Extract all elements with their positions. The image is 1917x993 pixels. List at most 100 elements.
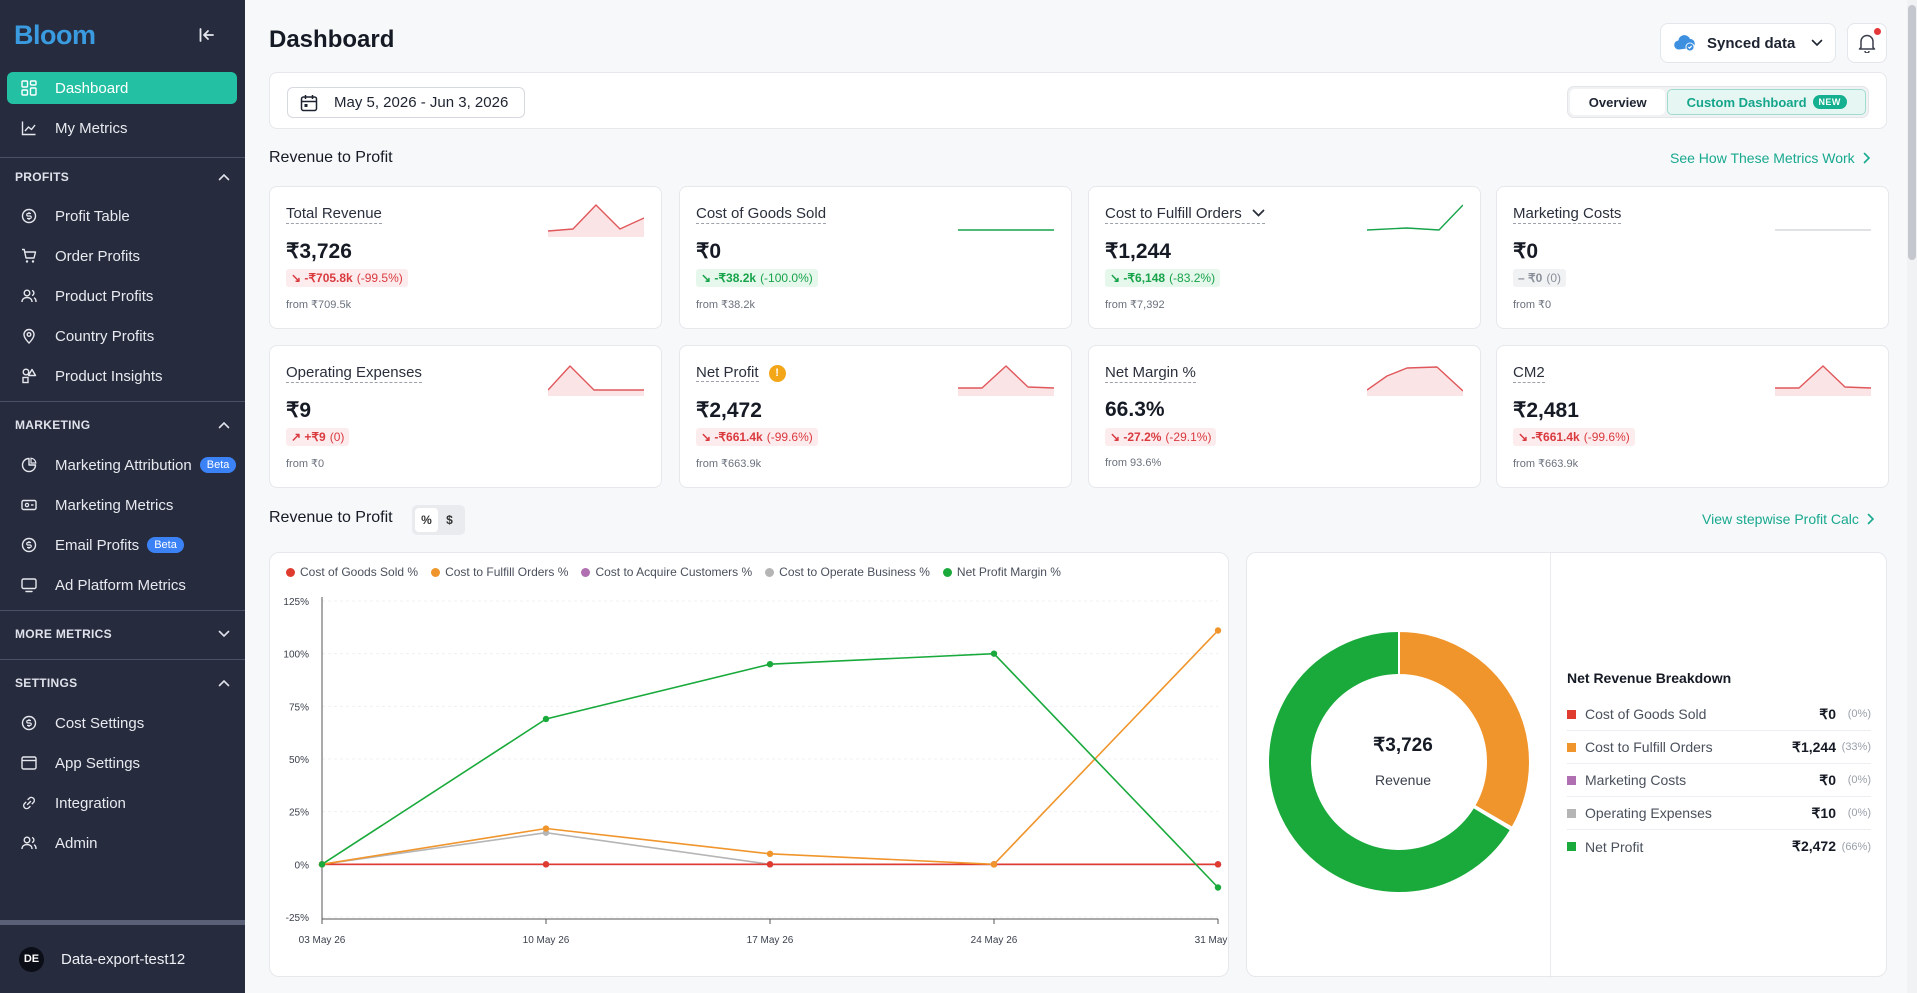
avatar: DE <box>19 946 44 972</box>
data-point[interactable] <box>542 861 550 868</box>
metric-card[interactable]: Marketing Costs ₹0 – ₹0 (0) from ₹0 <box>1496 186 1889 329</box>
metric-card-title[interactable]: Operating Expenses <box>286 364 422 383</box>
section-header-more-metrics[interactable]: MORE METRICS <box>15 624 230 644</box>
data-point[interactable] <box>1214 861 1222 868</box>
browser-window-icon <box>21 756 37 770</box>
metric-card[interactable]: Total Revenue ₹3,726 ↘ -₹705.8k (-99.5%) fro… <box>269 186 662 329</box>
legend-swatch <box>581 567 591 577</box>
breakdown-label: Cost to Fulfill Orders <box>1585 739 1713 755</box>
notifications-button[interactable] <box>1847 23 1887 63</box>
legend-item[interactable]: Cost to Fulfill Orders % <box>431 565 568 579</box>
unit-percent-button[interactable]: % <box>415 508 438 532</box>
metric-card-title[interactable]: Net Margin % <box>1105 364 1196 383</box>
data-point[interactable] <box>766 850 774 857</box>
metric-value: ₹9 <box>286 399 312 422</box>
sidebar-item-admin[interactable]: Admin <box>7 827 237 859</box>
data-point[interactable] <box>1214 884 1222 891</box>
data-point[interactable] <box>766 861 774 868</box>
date-range-picker[interactable]: May 5, 2026 - Jun 3, 2026 <box>287 87 525 118</box>
scrollbar-thumb[interactable] <box>1908 5 1916 260</box>
legend-item[interactable]: Cost to Operate Business % <box>765 565 930 579</box>
metric-title-text: Total Revenue <box>286 205 382 222</box>
sidebar-item-country-profits[interactable]: Country Profits <box>7 320 237 352</box>
view-stepwise-profit-calc-link[interactable]: View stepwise Profit Calc <box>1702 511 1874 527</box>
sparkline-line <box>1367 204 1463 231</box>
sidebar-item-label: Profit Table <box>55 207 130 225</box>
bloom-logo[interactable]: Bloom <box>14 20 96 50</box>
sidebar-item-email-profits[interactable]: Email Profits Beta <box>7 529 237 561</box>
user-account[interactable]: DE Data-export-test12 <box>0 920 245 993</box>
see-how-metrics-work-link[interactable]: See How These Metrics Work <box>1670 150 1870 166</box>
view-toggle: Overview Custom Dashboard NEW <box>1567 86 1869 118</box>
metric-card[interactable]: Operating Expenses ₹9 ↗ +₹9 (0) from ₹0 <box>269 345 662 488</box>
legend-item[interactable]: Cost to Acquire Customers % <box>581 565 752 579</box>
link-icon <box>23 796 35 810</box>
data-point[interactable] <box>318 861 326 868</box>
sidebar-item-order-profits[interactable]: Order Profits <box>7 240 237 272</box>
sidebar-item-marketing-attribution[interactable]: Marketing Attribution Beta <box>7 449 237 481</box>
data-point[interactable] <box>1214 627 1222 634</box>
delta-value: ↘ -₹661.4k <box>1518 430 1580 444</box>
metric-delta-badge: ↘ -₹38.2k (-100.0%) <box>696 269 818 287</box>
metric-card[interactable]: Net Profit! ₹2,472 ↘ -₹661.4k (-99.6%) from … <box>679 345 1072 488</box>
metric-card[interactable]: CM2 ₹2,481 ↘ -₹661.4k (-99.6%) from ₹663.9k <box>1496 345 1889 488</box>
delta-percent: (-83.2%) <box>1169 271 1216 285</box>
sparkline <box>958 365 1054 396</box>
data-point[interactable] <box>542 715 550 723</box>
tab-custom-dashboard[interactable]: Custom Dashboard NEW <box>1667 89 1866 115</box>
sidebar-item-marketing-metrics[interactable]: Marketing Metrics <box>7 489 237 521</box>
breakdown-row: Cost to Fulfill Orders ₹1,244 (33%) <box>1567 731 1871 764</box>
sidebar-item-app-settings[interactable]: App Settings <box>7 747 237 779</box>
metric-card-title[interactable]: Cost of Goods Sold <box>696 205 827 224</box>
sidebar-item-label: Integration <box>55 794 126 812</box>
warning-icon[interactable]: ! <box>768 364 786 382</box>
data-point[interactable] <box>766 661 774 668</box>
data-point[interactable] <box>990 650 998 657</box>
synced-data-dropdown[interactable]: Synced data <box>1660 23 1836 63</box>
legend-item[interactable]: Net Profit Margin % <box>942 565 1061 579</box>
donut-slice[interactable] <box>1398 629 1531 830</box>
metric-card[interactable]: Cost to Fulfill Orders ₹1,244 ↘ -₹6,148 (-8… <box>1088 186 1481 329</box>
breakdown-row: Marketing Costs ₹0 (0%) <box>1567 764 1871 797</box>
data-point[interactable] <box>990 861 998 868</box>
metric-card-title[interactable]: Cost to Fulfill Orders <box>1105 205 1265 224</box>
section-header-marketing[interactable]: MARKETING <box>15 415 230 435</box>
sparkline-area <box>958 366 1054 396</box>
metric-card[interactable]: Cost of Goods Sold ₹0 ↘ -₹38.2k (-100.0%) fr… <box>679 186 1072 329</box>
sidebar-item-dashboard[interactable]: Dashboard <box>7 72 237 104</box>
metric-value: 66.3% <box>1105 398 1165 421</box>
sidebar-item-product-insights[interactable]: Product Insights <box>7 360 237 392</box>
donut-chart-panel: ₹3,726 Revenue Net Revenue Breakdown Cos… <box>1246 552 1887 978</box>
collapse-sidebar-button[interactable] <box>196 24 218 46</box>
users-icon <box>21 836 37 850</box>
unit-currency-button[interactable]: $ <box>446 513 453 527</box>
legend-label: Cost to Fulfill Orders % <box>445 565 569 579</box>
sidebar-item-cost-settings[interactable]: Cost Settings <box>7 707 237 739</box>
pie-chart-icon <box>21 457 37 473</box>
sidebar-item-my-metrics[interactable]: My Metrics <box>7 112 237 144</box>
sidebar-item-integration[interactable]: Integration <box>7 787 237 819</box>
section-header-profits[interactable]: PROFITS <box>15 167 230 187</box>
chevron-down-icon[interactable] <box>1252 209 1265 218</box>
coin-icon <box>21 715 37 731</box>
donut-slice[interactable] <box>1267 629 1513 894</box>
legend-item[interactable]: Cost of Goods Sold % <box>286 565 418 579</box>
metric-card[interactable]: Net Margin % 66.3% ↘ -27.2% (-29.1%) from 93… <box>1088 345 1481 488</box>
sparkline-area <box>548 366 644 396</box>
metric-card-title[interactable]: Marketing Costs <box>1513 205 1622 224</box>
sidebar-item-product-profits[interactable]: Product Profits <box>7 280 237 312</box>
metric-card-title[interactable]: Net Profit! <box>696 364 786 383</box>
divider <box>0 659 245 660</box>
page-scrollbar[interactable] <box>1907 0 1917 993</box>
sidebar-item-profit-table[interactable]: Profit Table <box>7 200 237 232</box>
delta-value: ↘ -27.2% <box>1110 430 1162 444</box>
data-point[interactable] <box>542 825 550 832</box>
tab-overview[interactable]: Overview <box>1570 89 1666 115</box>
section-header-settings[interactable]: SETTINGS <box>15 673 230 693</box>
sidebar-item-ad-platform-metrics[interactable]: Ad Platform Metrics <box>7 569 237 601</box>
metric-card-title[interactable]: Total Revenue <box>286 205 382 224</box>
metric-card-title[interactable]: CM2 <box>1513 364 1545 383</box>
legend-label: Net Profit Margin % <box>956 565 1061 579</box>
line-chart: 125% 100% 75% 50% 25% 0% -25% 03 May 26 10 May 2… <box>283 597 1230 946</box>
delta-value: ↘ -₹6,148 <box>1110 271 1166 285</box>
